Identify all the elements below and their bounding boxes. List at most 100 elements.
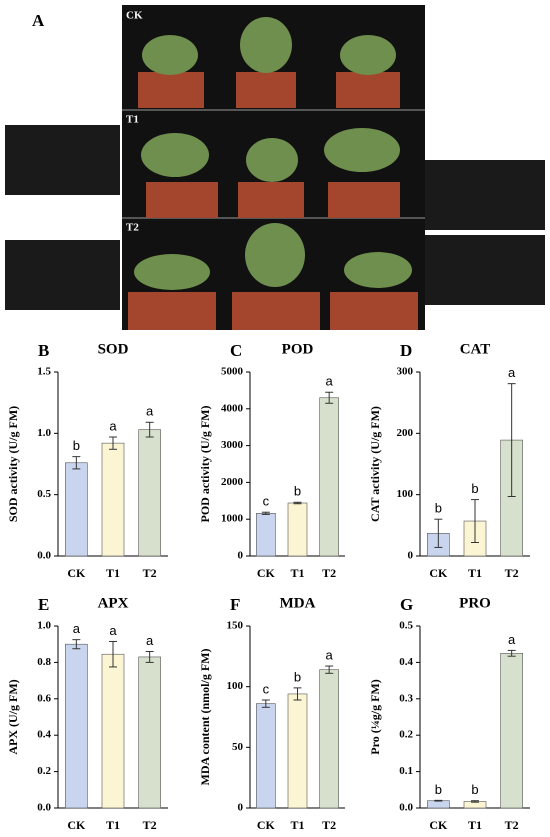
y-axis-label: POD activity (U/g FM) — [198, 406, 212, 523]
y-tick-label: 5000 — [221, 366, 244, 378]
inset-photo — [425, 160, 545, 230]
significance-letter: b — [435, 782, 442, 797]
y-tick-label: 0.6 — [37, 692, 51, 704]
significance-letter: a — [109, 418, 117, 433]
y-axis-label: MDA content (nmol/g FM) — [198, 649, 212, 786]
significance-letter: a — [508, 365, 516, 380]
x-tick-label: T1 — [106, 566, 120, 580]
x-tick-label: CK — [257, 566, 276, 580]
x-tick-label: T2 — [143, 566, 157, 580]
row-label: T1 — [126, 114, 139, 126]
y-tick-label: 0.4 — [399, 656, 413, 668]
y-tick-label: 0.2 — [37, 765, 51, 777]
x-tick-label: CK — [257, 818, 276, 832]
chart-title: PRO — [459, 595, 491, 611]
y-tick-label: 50 — [232, 741, 244, 753]
y-axis-label: APX (U/g FM) — [6, 679, 20, 754]
significance-letter: a — [326, 374, 334, 389]
y-tick-label: 0.3 — [399, 692, 413, 704]
y-tick-label: 0.0 — [37, 802, 51, 814]
x-tick-label: CK — [429, 818, 448, 832]
x-tick-label: CK — [67, 566, 86, 580]
panel-letter: E — [38, 595, 49, 614]
y-tick-label: 0.8 — [37, 656, 51, 668]
bar — [101, 442, 125, 557]
x-tick-label: T2 — [322, 566, 336, 580]
row-label: CK — [126, 10, 143, 22]
bar — [65, 462, 88, 557]
bar — [287, 502, 308, 557]
y-tick-label: 1.0 — [37, 620, 51, 632]
inset-photo — [5, 125, 120, 195]
x-tick-label: T2 — [505, 566, 519, 580]
y-tick-label: 0.5 — [37, 488, 51, 500]
y-tick-label: 2000 — [221, 476, 244, 488]
y-tick-label: 0.4 — [37, 729, 51, 741]
y-tick-label: 4000 — [221, 402, 244, 414]
bar — [256, 513, 276, 557]
panel-letter: D — [400, 341, 412, 360]
y-tick-label: 0 — [238, 802, 244, 814]
y-tick-label: 1.5 — [37, 366, 51, 378]
y-tick-label: 0.2 — [399, 729, 413, 741]
bar — [500, 652, 523, 809]
y-tick-label: 1.0 — [37, 427, 51, 439]
bar — [287, 693, 308, 809]
panel-letter: B — [38, 341, 49, 360]
y-tick-label: 0.1 — [399, 765, 413, 777]
significance-letter: b — [294, 484, 301, 499]
significance-letter: a — [146, 633, 154, 648]
significance-letter: a — [73, 621, 81, 636]
x-tick-label: T2 — [143, 818, 157, 832]
significance-letter: c — [263, 494, 270, 509]
y-tick-label: 1000 — [221, 513, 244, 525]
x-tick-label: T2 — [505, 818, 519, 832]
bar — [256, 703, 276, 809]
bar — [138, 656, 161, 809]
pots — [128, 72, 418, 330]
x-tick-label: T1 — [468, 566, 482, 580]
chart-title: APX — [98, 595, 129, 611]
chart-title: POD — [282, 341, 314, 357]
y-tick-label: 150 — [227, 620, 244, 632]
panel-letter: F — [230, 595, 240, 614]
significance-letter: a — [109, 623, 117, 638]
y-tick-label: 3000 — [221, 439, 244, 451]
significance-letter: a — [326, 647, 334, 662]
row-label: T2 — [126, 222, 139, 234]
y-tick-label: 0.0 — [399, 802, 413, 814]
bar — [319, 397, 339, 557]
y-axis-label: SOD activity (U/g FM) — [6, 406, 20, 522]
significance-letter: b — [294, 669, 301, 684]
y-tick-label: 0 — [238, 550, 244, 562]
significance-letter: c — [263, 681, 270, 696]
x-tick-label: CK — [67, 818, 86, 832]
chart-title: CAT — [460, 341, 491, 357]
inset-photo — [425, 235, 545, 305]
x-tick-label: T1 — [106, 818, 120, 832]
photo-panel: A CK T1 T2 — [5, 5, 545, 330]
x-tick-label: T1 — [290, 566, 304, 580]
inset-photo — [5, 240, 120, 310]
y-axis-label: CAT activity (U/g FM) — [368, 406, 382, 522]
plants — [134, 17, 412, 290]
significance-letter: a — [146, 404, 154, 419]
significance-letter: a — [508, 632, 516, 647]
y-tick-label: 0.5 — [399, 620, 413, 632]
chart-title: SOD — [98, 341, 129, 357]
x-tick-label: T2 — [322, 818, 336, 832]
x-tick-label: CK — [429, 566, 448, 580]
bar — [427, 800, 450, 809]
y-tick-label: 200 — [397, 427, 414, 439]
significance-letter: b — [435, 501, 442, 516]
y-tick-label: 300 — [397, 366, 414, 378]
bar — [319, 669, 339, 809]
significance-letter: b — [73, 438, 80, 453]
panel-letter: G — [400, 595, 413, 614]
chart-title: MDA — [280, 595, 316, 611]
panel-letter: C — [230, 341, 242, 360]
bar — [138, 429, 161, 557]
y-tick-label: 100 — [227, 680, 244, 692]
bar — [65, 643, 88, 809]
